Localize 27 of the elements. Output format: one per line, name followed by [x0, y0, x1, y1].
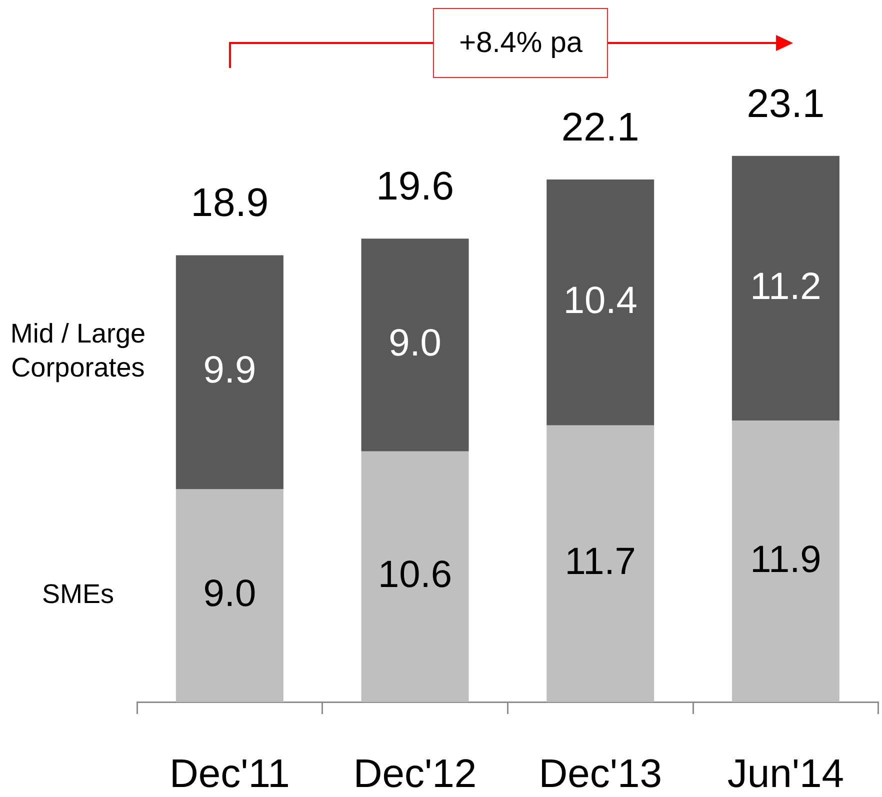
bar	[732, 156, 840, 421]
bar	[361, 238, 469, 452]
x-tick-label: Dec'13	[538, 752, 662, 796]
total-label: 18.9	[190, 181, 269, 226]
series-label: Mid / Large Corporates	[10, 318, 146, 383]
data-label: 10.4	[563, 280, 638, 322]
total-label: 22.1	[561, 106, 640, 150]
bar	[732, 420, 840, 702]
data-label: 9.9	[203, 350, 256, 392]
x-tick-label: Dec'11	[170, 752, 290, 796]
text: +8.4% pa	[459, 26, 583, 60]
x-tick-label: Jun'14	[727, 752, 844, 796]
bar	[546, 425, 654, 702]
bar	[361, 451, 469, 702]
total-label: 19.6	[376, 164, 454, 209]
data-label: 9.0	[388, 322, 442, 365]
data-label: 11.9	[750, 538, 822, 581]
data-label: 9.0	[203, 573, 256, 616]
bar	[176, 489, 284, 702]
text: SMEs	[42, 579, 114, 610]
total-label: 23.1	[746, 82, 825, 126]
bar	[176, 255, 284, 490]
x-tick-label: Dec'12	[353, 752, 477, 796]
bar	[546, 180, 654, 426]
data-label: 11.2	[750, 266, 822, 308]
data-label: 10.6	[378, 554, 452, 596]
data-label: 11.7	[564, 541, 636, 584]
